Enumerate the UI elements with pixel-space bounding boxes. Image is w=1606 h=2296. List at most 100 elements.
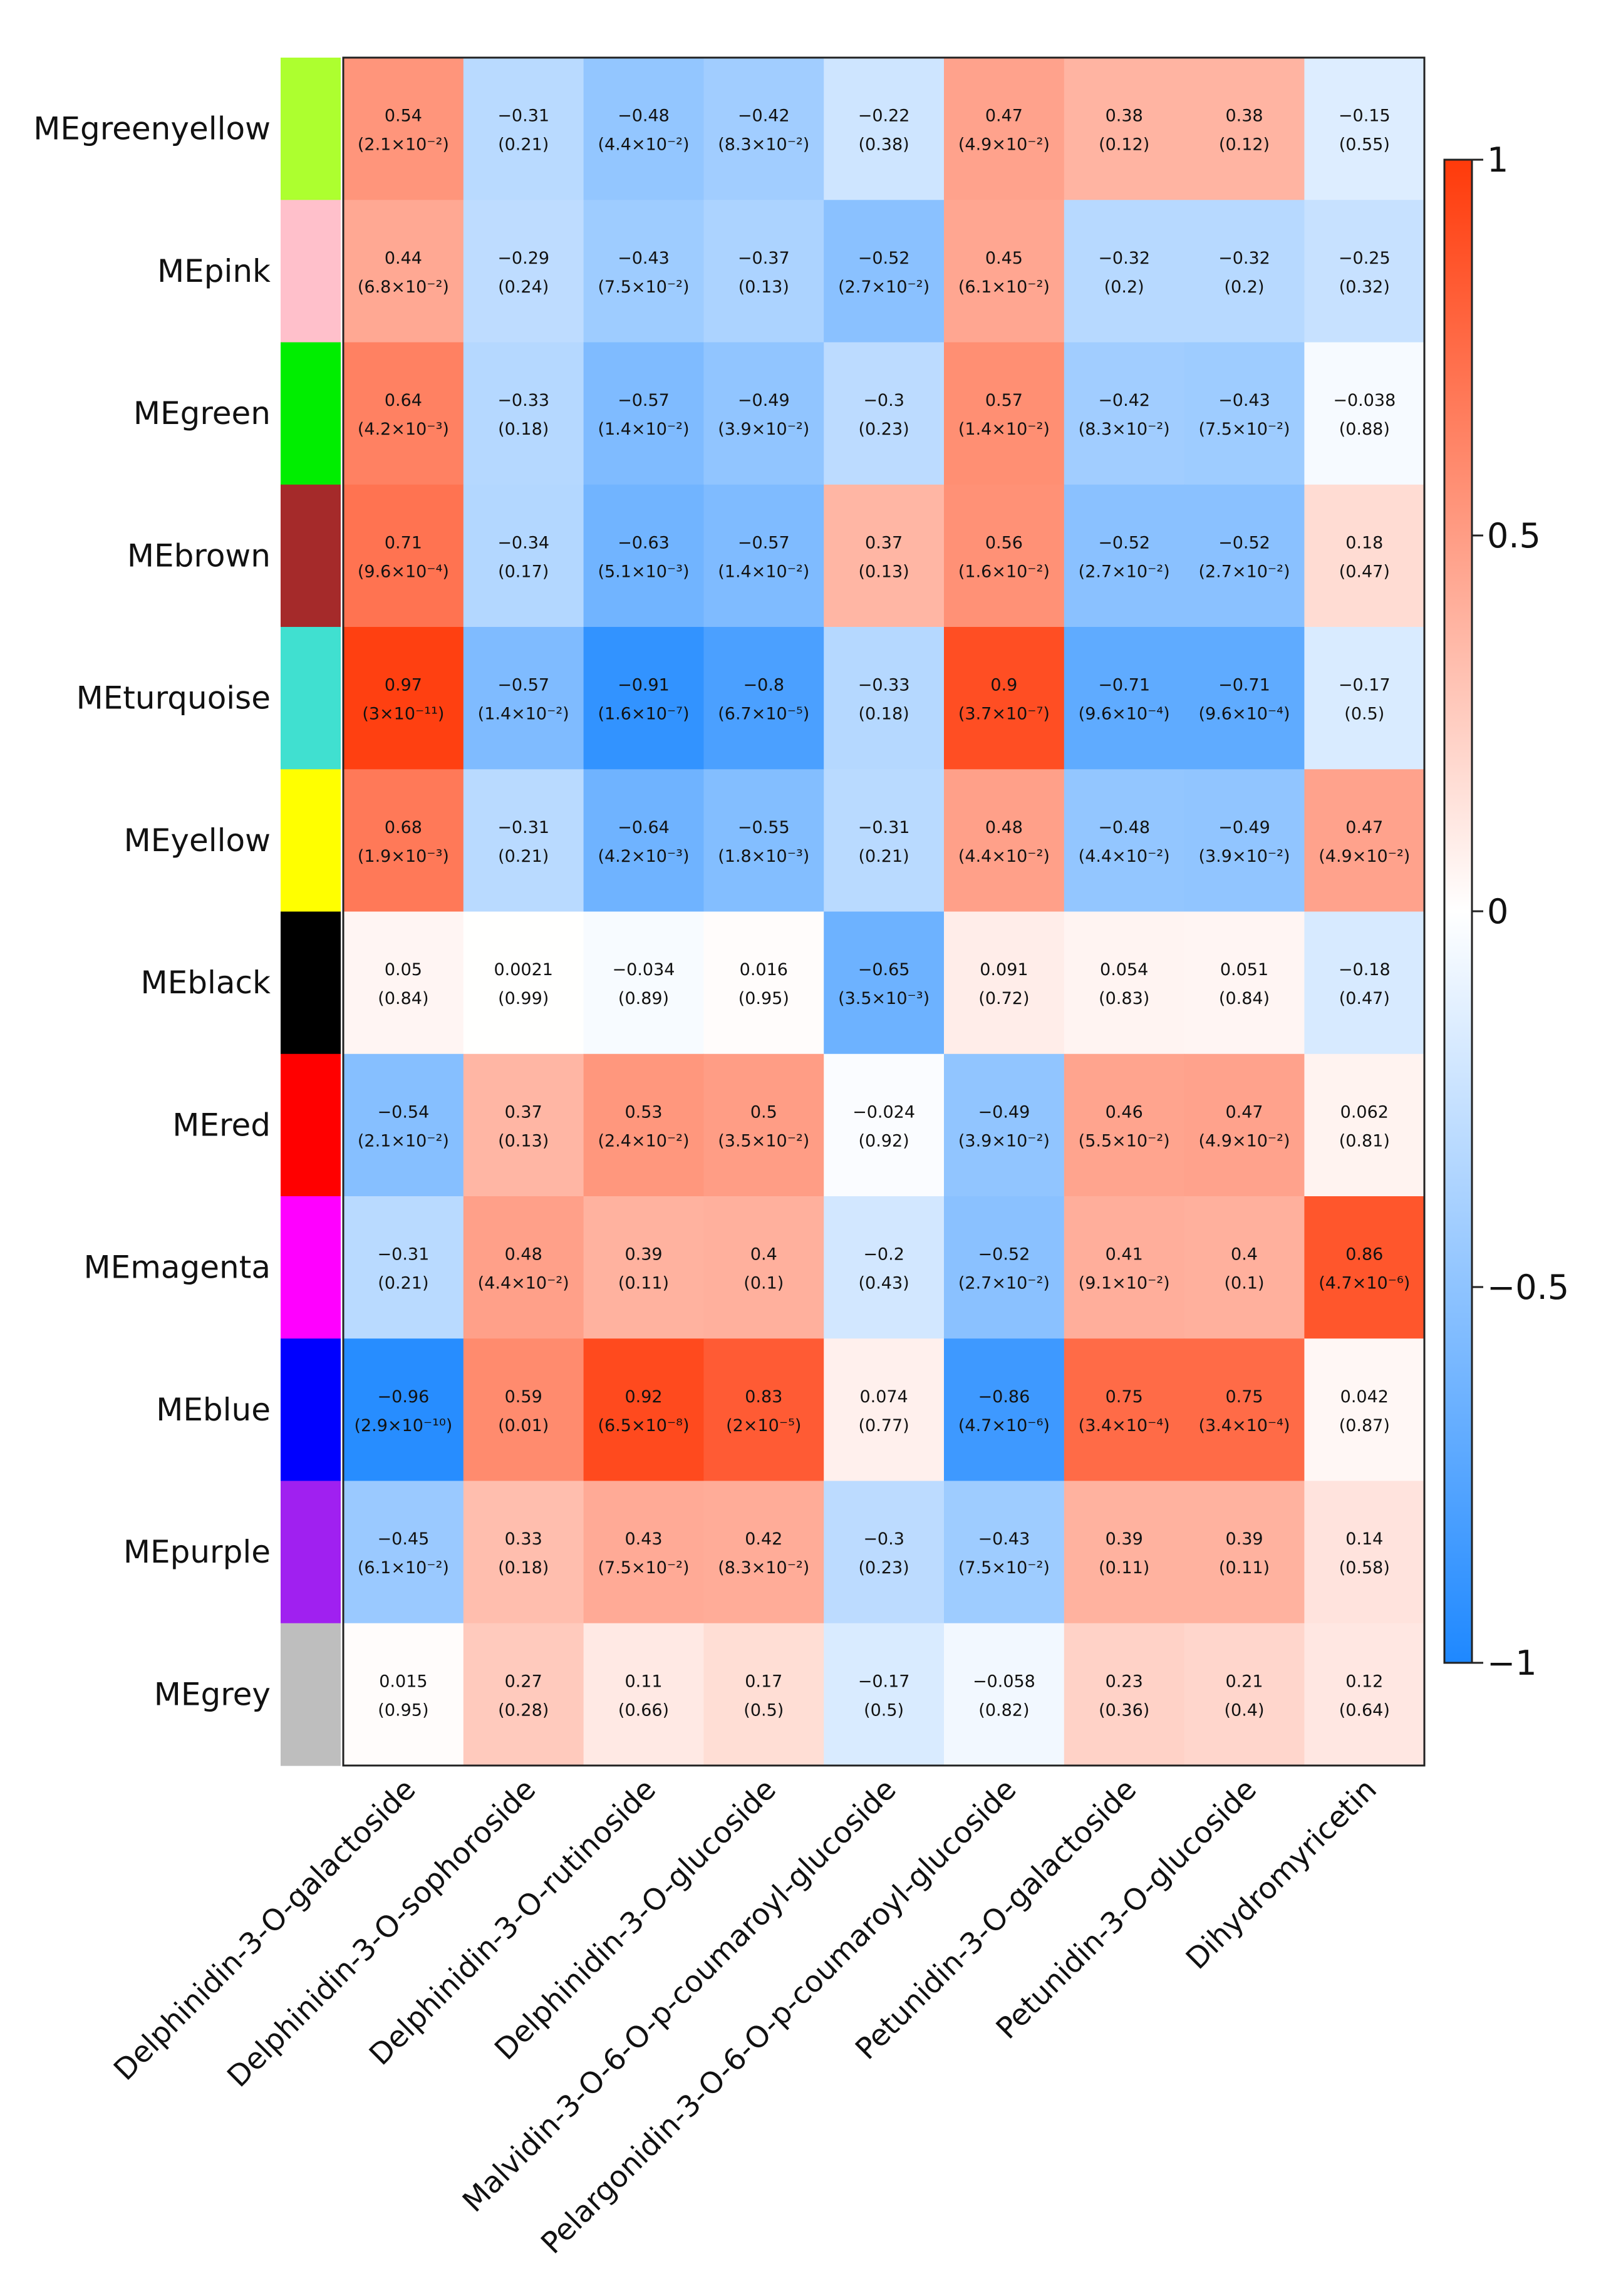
cell-p-value: (0.11) [618, 1274, 669, 1293]
cell-p-value: (0.95) [738, 989, 789, 1008]
cell-p-value: (0.1) [1224, 1274, 1264, 1293]
cell-value: −0.31 [497, 106, 549, 126]
heatmap-cell [343, 1196, 464, 1339]
cell-value: −0.48 [618, 106, 670, 126]
cell-p-value: (2.7×10⁻²) [838, 277, 930, 297]
heatmap-cell [343, 200, 464, 343]
cell-value: 0.051 [1220, 960, 1268, 980]
heatmap-cell [583, 200, 704, 343]
cell-value: −0.43 [1218, 391, 1270, 410]
cell-p-value: (0.12) [1099, 135, 1149, 155]
cell-p-value: (0.43) [859, 1274, 909, 1293]
cell-p-value: (8.3×10⁻²) [718, 135, 809, 155]
cell-value: −0.8 [743, 676, 785, 695]
cell-value: −0.54 [378, 1102, 430, 1122]
cell-p-value: (3.4×10⁻⁴) [1079, 1416, 1170, 1435]
cell-value: 0.47 [985, 106, 1023, 126]
module-color-MEturquoise [281, 627, 341, 770]
cell-value: −0.32 [1218, 249, 1270, 268]
cell-value: −0.42 [738, 106, 790, 126]
cell-value: −0.86 [978, 1387, 1030, 1407]
cell-p-value: (7.5×10⁻²) [598, 277, 689, 297]
cell-p-value: (2.1×10⁻²) [358, 135, 449, 155]
heatmap-cell [944, 484, 1065, 628]
heatmap-cell [463, 484, 584, 628]
heatmap-cell [944, 1053, 1065, 1197]
cell-p-value: (6.1×10⁻²) [358, 1558, 449, 1578]
cell-value: 0.57 [985, 391, 1023, 410]
heatmap-cell [1064, 484, 1185, 628]
heatmap-cell [703, 1481, 824, 1624]
heatmap-cell [1064, 769, 1185, 913]
cell-p-value: (0.84) [378, 989, 428, 1008]
heatmap-cell [463, 58, 584, 200]
cell-p-value: (0.66) [618, 1700, 669, 1720]
heatmap-cell [1064, 911, 1185, 1055]
heatmap-cell [343, 1053, 464, 1197]
heatmap-cell [463, 769, 584, 913]
heatmap-cell [1304, 342, 1425, 485]
cell-p-value: (4.9×10⁻²) [958, 135, 1050, 155]
cell-value: −0.64 [618, 818, 670, 837]
heatmap-cell [463, 1481, 584, 1624]
cell-p-value: (0.21) [498, 135, 549, 155]
cell-p-value: (2.1×10⁻²) [358, 1131, 449, 1151]
cell-p-value: (0.58) [1339, 1558, 1390, 1578]
cell-value: −0.33 [858, 676, 910, 695]
heatmap-cell [824, 484, 945, 628]
heatmap-cell [343, 1481, 464, 1624]
cell-p-value: (3.7×10⁻⁷) [958, 705, 1050, 724]
cell-value: 0.091 [980, 960, 1028, 980]
cell-p-value: (6.8×10⁻²) [358, 277, 449, 297]
cell-p-value: (1.9×10⁻³) [358, 847, 449, 866]
heatmap-cell [824, 1053, 945, 1197]
cell-p-value: (7.5×10⁻²) [1198, 420, 1290, 439]
cell-p-value: (0.18) [859, 705, 909, 724]
heatmap-cell [703, 342, 824, 485]
cell-p-value: (0.18) [498, 420, 549, 439]
heatmap-cell [703, 911, 824, 1055]
row-label: MEblue [156, 1392, 271, 1428]
module-color-MEyellow [281, 769, 341, 913]
cell-value: −0.57 [618, 391, 670, 410]
cell-p-value: (4.4×10⁻²) [958, 847, 1050, 866]
cell-value: −0.43 [978, 1529, 1030, 1549]
color-legend-tick-label: −1 [1487, 1643, 1537, 1683]
module-color-MEmagenta [281, 1196, 341, 1339]
cell-p-value: (0.83) [1099, 989, 1149, 1008]
cell-value: 0.53 [624, 1102, 662, 1122]
heatmap-cell [343, 1623, 464, 1766]
cell-p-value: (0.2) [1224, 277, 1264, 297]
cell-p-value: (1.4×10⁻²) [598, 420, 689, 439]
cell-p-value: (4.9×10⁻²) [1318, 847, 1410, 866]
row-label: MEpurple [123, 1534, 271, 1570]
cell-value: 0.54 [385, 106, 422, 126]
cell-p-value: (0.77) [859, 1416, 909, 1435]
cell-value: −0.2 [863, 1245, 904, 1264]
cell-value: −0.57 [497, 676, 549, 695]
heatmap-cell [583, 58, 704, 200]
heatmap-cell [343, 1338, 464, 1482]
heatmap-cell [463, 1053, 584, 1197]
cell-value: 0.12 [1345, 1672, 1383, 1691]
cell-p-value: (6.1×10⁻²) [958, 277, 1050, 297]
row-label: MEturquoise [76, 680, 271, 716]
heatmap-cell [463, 1196, 584, 1339]
cell-value: −0.71 [1098, 676, 1150, 695]
heatmap-cell [703, 1053, 824, 1197]
heatmap-cell [1304, 911, 1425, 1055]
cell-p-value: (0.4) [1224, 1700, 1264, 1720]
cell-p-value: (6.7×10⁻⁵) [718, 705, 809, 724]
cell-value: 0.14 [1345, 1529, 1383, 1549]
heatmap-cell [944, 200, 1065, 343]
cell-value: 0.062 [1340, 1102, 1389, 1122]
cell-value: −0.3 [863, 391, 904, 410]
cell-value: −0.49 [738, 391, 790, 410]
cell-p-value: (0.21) [378, 1274, 428, 1293]
heatmap-cell [703, 627, 824, 770]
cell-value: 0.38 [1106, 106, 1143, 126]
module-color-MEgreenyellow [281, 58, 341, 200]
heatmap-cell [343, 911, 464, 1055]
cell-p-value: (8.3×10⁻²) [1079, 420, 1170, 439]
cell-p-value: (0.55) [1339, 135, 1390, 155]
